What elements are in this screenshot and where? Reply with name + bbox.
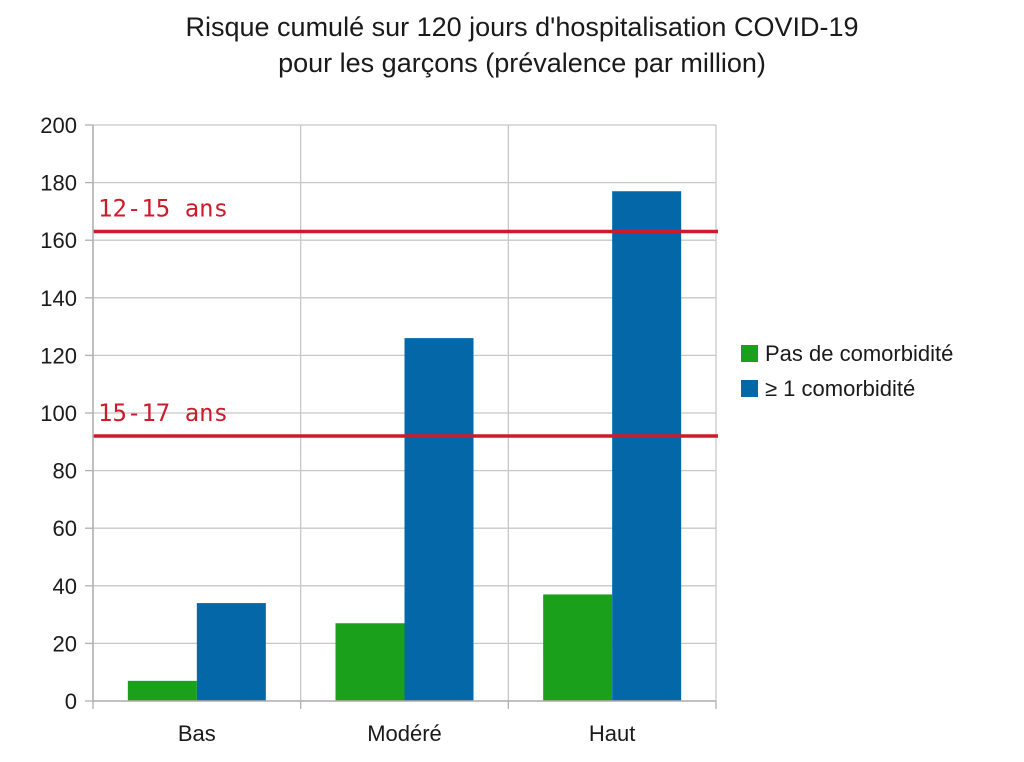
y-tick-label: 140 bbox=[40, 286, 77, 311]
bar-pas-de-comorbidite-0 bbox=[127, 680, 197, 701]
y-tick-label: 120 bbox=[40, 343, 77, 368]
legend-swatch bbox=[741, 380, 758, 397]
x-tick-label: Bas bbox=[178, 721, 216, 746]
axes bbox=[92, 125, 716, 702]
bars bbox=[127, 191, 682, 702]
y-tick-label: 100 bbox=[40, 401, 77, 426]
bar-au-moins-1-comorbidite-2 bbox=[612, 191, 682, 702]
x-tick-label: Modéré bbox=[367, 721, 442, 746]
reference-lines: 12-15 ans 15-17 ans bbox=[93, 195, 718, 438]
y-tick-label: 180 bbox=[40, 171, 77, 196]
y-tick-label: 0 bbox=[65, 689, 77, 714]
legend-label: ≥ 1 comorbidité bbox=[765, 376, 915, 401]
y-tick-label: 60 bbox=[53, 516, 77, 541]
chart-title-line-1: Risque cumulé sur 120 jours d'hospitalis… bbox=[186, 12, 859, 42]
y-axis-ticks: 0 20 40 60 80 100 120 140 160 180 200 bbox=[40, 113, 93, 714]
y-tick-label: 160 bbox=[40, 228, 77, 253]
legend-label: Pas de comorbidité bbox=[765, 341, 953, 366]
y-tick-label: 20 bbox=[53, 631, 77, 656]
x-axis-ticks: Bas Modéré Haut bbox=[92, 701, 717, 746]
x-tick-label: Haut bbox=[589, 721, 635, 746]
bar-pas-de-comorbidite-1 bbox=[335, 623, 405, 701]
chart-title-line-2: pour les garçons (prévalence par million… bbox=[278, 48, 766, 78]
reference-line-label: 12-15 ans bbox=[98, 195, 228, 223]
y-tick-label: 80 bbox=[53, 459, 77, 484]
reference-line-label: 15-17 ans bbox=[98, 399, 228, 427]
bar-au-moins-1-comorbidite-0 bbox=[196, 603, 266, 701]
bar-pas-de-comorbidite-2 bbox=[543, 594, 613, 701]
chart-title: Risque cumulé sur 120 jours d'hospitalis… bbox=[186, 12, 859, 78]
y-tick-label: 200 bbox=[40, 113, 77, 138]
y-tick-label: 40 bbox=[53, 574, 77, 599]
legend: Pas de comorbidité ≥ 1 comorbidité bbox=[741, 341, 953, 401]
bar-au-moins-1-comorbidite-1 bbox=[404, 338, 474, 701]
legend-swatch bbox=[741, 345, 758, 362]
